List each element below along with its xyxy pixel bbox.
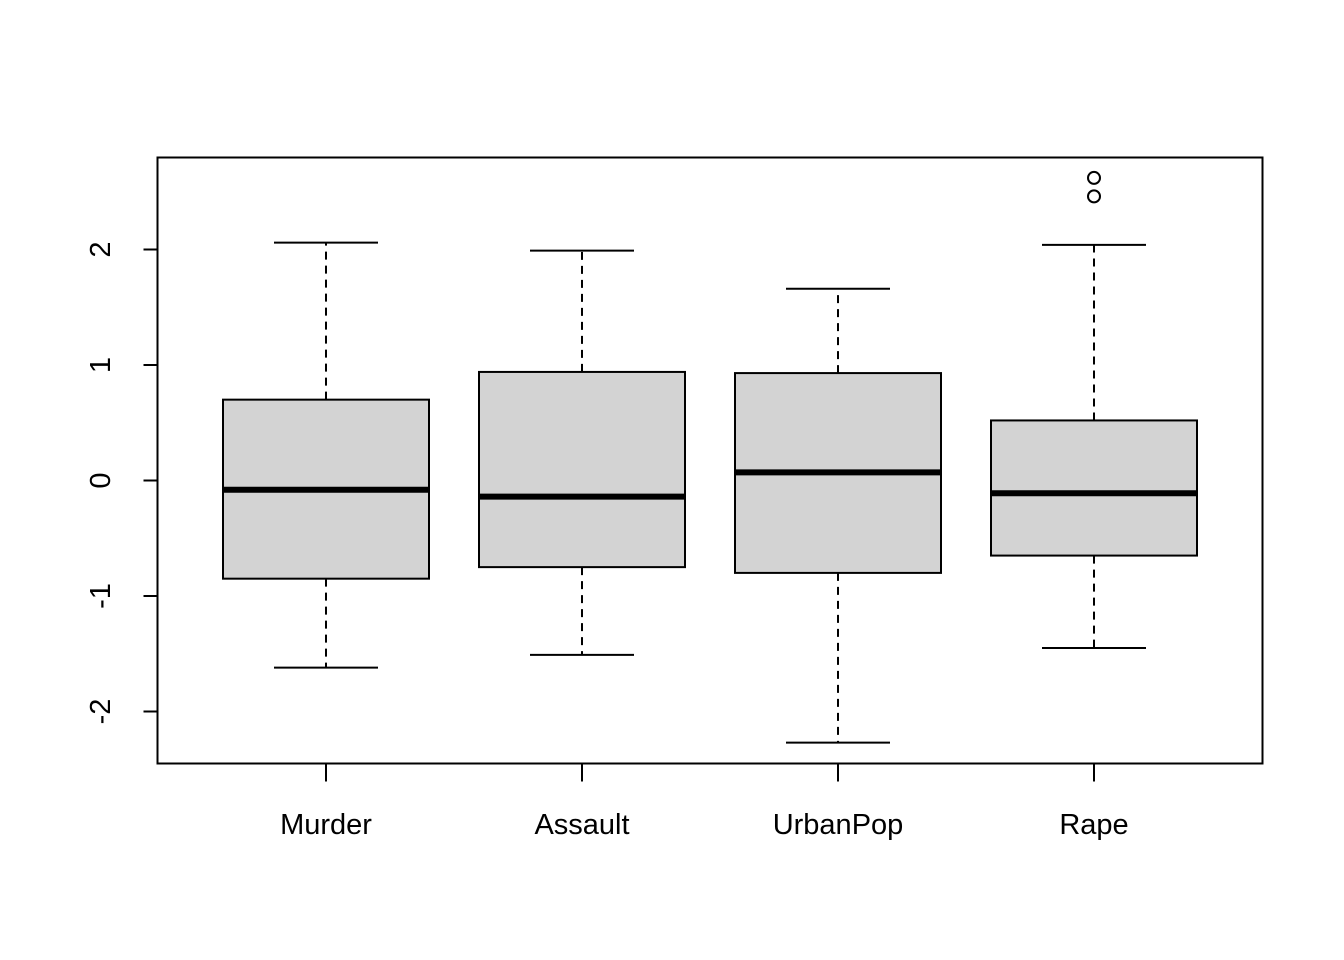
iqr-box [990,419,1198,557]
plot-frame [156,156,1264,765]
x-axis: Murder Assault UrbanPop Rape [280,763,1129,841]
y-tick-label: -1 [85,583,117,609]
x-tick-label: Rape [1059,809,1128,841]
x-tick-label: Assault [534,809,629,841]
y-tick-label: 1 [85,357,117,373]
box-group [222,241,430,669]
y-tick-label: 2 [85,241,117,257]
box-group [734,287,942,744]
x-tick-label: UrbanPop [773,809,904,841]
box-group [990,170,1198,649]
box-group [478,249,686,656]
iqr-box [478,370,686,569]
y-axis: -2 -1 0 1 2 [85,241,158,724]
y-tick-label: 0 [85,472,117,488]
boxes [222,170,1198,744]
y-tick-label: -2 [85,699,117,725]
x-tick-label: Murder [280,809,372,841]
outlier-point [1087,189,1101,204]
outlier-point [1087,170,1101,185]
